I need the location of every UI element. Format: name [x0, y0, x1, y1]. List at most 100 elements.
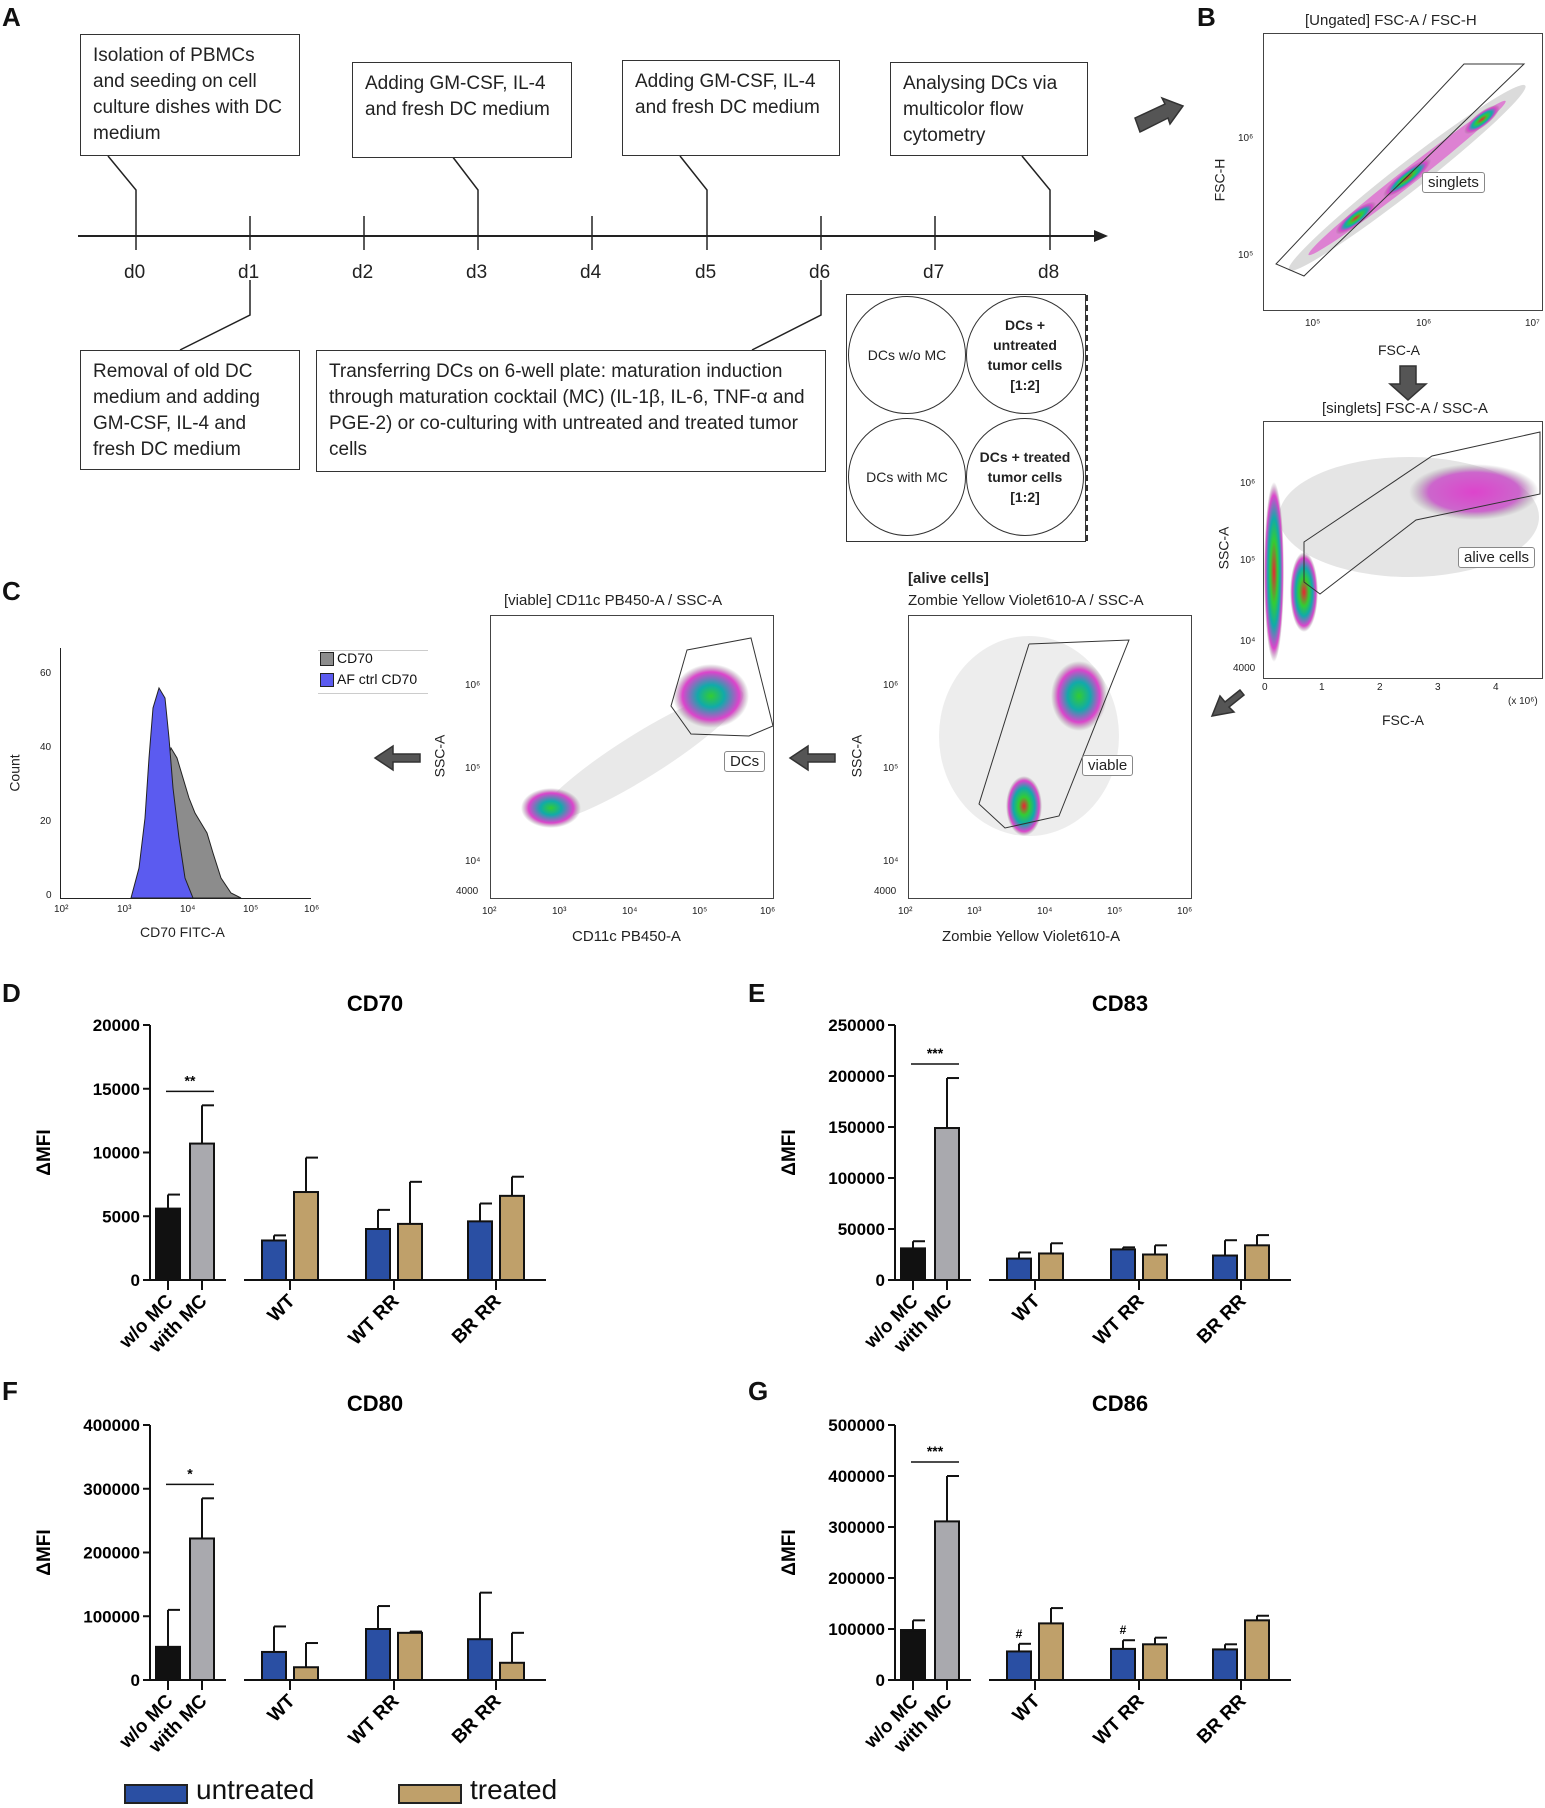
- flow-arrows: [373, 96, 1428, 772]
- significance-label: **: [185, 1072, 196, 1088]
- bar-treated: [293, 1666, 319, 1681]
- y-tick: 10⁶: [1240, 478, 1256, 489]
- y-tick-label: 100000: [83, 1607, 140, 1626]
- bar-chart-cd86: CD86 0 100000 200000 300000 400000 500000 ΔMFI *…: [779, 1391, 1291, 1758]
- gate-label: alive cells: [1458, 547, 1536, 568]
- bar-wo-mc: [900, 1629, 926, 1682]
- bar-untreated: [365, 1228, 391, 1281]
- bar-untreated: [261, 1239, 287, 1282]
- plot-title: [Ungated] FSC-A / FSC-H: [1305, 12, 1477, 29]
- y-axis-label: SSC-A: [848, 734, 865, 778]
- x-tick: 10⁶: [760, 906, 776, 917]
- bar-treated: [1038, 1252, 1064, 1282]
- x-tick-label: WT RR: [345, 1290, 404, 1349]
- bar-untreated: [467, 1220, 493, 1282]
- chart-title: CD83: [1092, 991, 1148, 1016]
- arrow-left-icon: [373, 744, 421, 772]
- y-tick-label: 500000: [828, 1416, 885, 1435]
- day-label: d6: [809, 262, 831, 283]
- x-tick: 10⁴: [1037, 906, 1053, 917]
- legend-label-treated: treated: [470, 1774, 558, 1805]
- step-box-d1: Removal of old DC medium and adding GM-C…: [80, 350, 300, 470]
- day-label: d0: [124, 262, 146, 283]
- plot-title: [alive cells]: [908, 570, 989, 587]
- day-label: d4: [580, 262, 602, 283]
- x-tick: 4: [1493, 682, 1499, 693]
- x-unit: (x 10⁶): [1508, 696, 1538, 707]
- well-untreated-tumor: DCs + untreated tumor cells [1:2]: [966, 296, 1084, 414]
- x-axis-label: FSC-A: [1382, 712, 1424, 728]
- chart-title: CD80: [347, 1391, 403, 1416]
- y-axis-title: ΔMFI: [779, 1129, 800, 1175]
- well-treated-tumor: DCs + treated tumor cells [1:2]: [966, 418, 1084, 536]
- y-tick-label: 20000: [93, 1016, 140, 1035]
- x-tick-label: BR RR: [1193, 1690, 1251, 1748]
- y-axis-label: SSC-A: [1215, 526, 1232, 570]
- y-tick-label: 0: [876, 1671, 885, 1690]
- step-box-d3: Adding GM-CSF, IL-4 and fresh DC medium: [352, 62, 572, 158]
- bar-untreated: [467, 1638, 493, 1682]
- y-tick-label: 300000: [83, 1480, 140, 1499]
- bar-treated: [1244, 1244, 1270, 1282]
- bar-treated: [397, 1222, 423, 1281]
- plot-title: [singlets] FSC-A / SSC-A: [1322, 400, 1488, 417]
- day-label: d3: [466, 262, 488, 283]
- chart-title: CD70: [347, 991, 403, 1016]
- day-label: d8: [1038, 262, 1060, 283]
- x-tick: 10⁶: [1177, 906, 1193, 917]
- y-tick-label: 200000: [83, 1544, 140, 1563]
- bar-treated: [499, 1194, 525, 1282]
- scatter-plot-viable: [908, 615, 1192, 899]
- day-label: d1: [238, 262, 260, 283]
- x-axis-label: Zombie Yellow Violet610-A: [942, 928, 1121, 945]
- well-wo-mc: DCs w/o MC: [848, 296, 966, 414]
- y-tick-label: 10000: [93, 1144, 140, 1163]
- chart-title: CD86: [1092, 1391, 1148, 1416]
- x-tick: 2: [1377, 682, 1383, 693]
- y-tick-label: 150000: [828, 1118, 885, 1137]
- panel-letter-b: B: [1197, 2, 1216, 32]
- histogram-cd70: [60, 648, 311, 899]
- bar-with-mc: [934, 1127, 960, 1281]
- y-tick: 10⁵: [1240, 555, 1256, 566]
- arrow-down-left-icon: [1210, 688, 1246, 717]
- panel-letter-e: E: [748, 978, 766, 1008]
- panel-letter-a: A: [2, 2, 21, 32]
- legend-swatch-cd70: [320, 652, 334, 666]
- y-tick-label: 15000: [93, 1080, 140, 1099]
- bar-untreated: [365, 1628, 391, 1681]
- y-axis-title: ΔMFI: [34, 1529, 55, 1575]
- x-tick: 10⁴: [622, 906, 638, 917]
- x-tick-label: WT RR: [1090, 1690, 1149, 1749]
- x-tick: 10⁴: [180, 904, 196, 915]
- x-tick-label: WT: [264, 1290, 300, 1326]
- significance-label: ***: [927, 1045, 944, 1061]
- y-tick: 40: [40, 742, 52, 753]
- arrow-down-icon: [1388, 365, 1428, 402]
- x-tick: 1: [1319, 682, 1325, 693]
- x-tick: 10²: [898, 906, 913, 917]
- bar-untreated: [1212, 1254, 1238, 1281]
- x-tick-label: BR RR: [448, 1690, 506, 1748]
- legend-swatch-ctrl: [320, 673, 334, 687]
- y-tick: 10⁶: [1238, 133, 1254, 144]
- timeline-svg: [78, 155, 1108, 351]
- panel-letter-c: C: [2, 576, 21, 606]
- bar-treated: [293, 1191, 319, 1281]
- x-tick-label: WT: [1009, 1290, 1045, 1326]
- x-axis-label: CD70 FITC-A: [140, 924, 225, 940]
- x-axis-label: CD11c PB450-A: [572, 928, 681, 945]
- x-tick: 3: [1435, 682, 1441, 693]
- step-box-d0: Isolation of PBMCs and seeding on cell c…: [80, 34, 300, 156]
- six-well-plate: [846, 294, 1088, 542]
- y-tick: 10⁵: [1238, 250, 1254, 261]
- y-tick-label: 200000: [828, 1569, 885, 1588]
- x-tick: 10³: [967, 906, 982, 917]
- x-tick-label: WT: [1009, 1690, 1045, 1726]
- scatter-points: [1264, 431, 1541, 662]
- panel-letter-d: D: [2, 978, 21, 1008]
- bar-treated: [1244, 1619, 1270, 1681]
- x-tick: 10⁶: [1416, 318, 1432, 329]
- y-tick-label: 0: [876, 1271, 885, 1290]
- x-tick: 10²: [54, 904, 69, 915]
